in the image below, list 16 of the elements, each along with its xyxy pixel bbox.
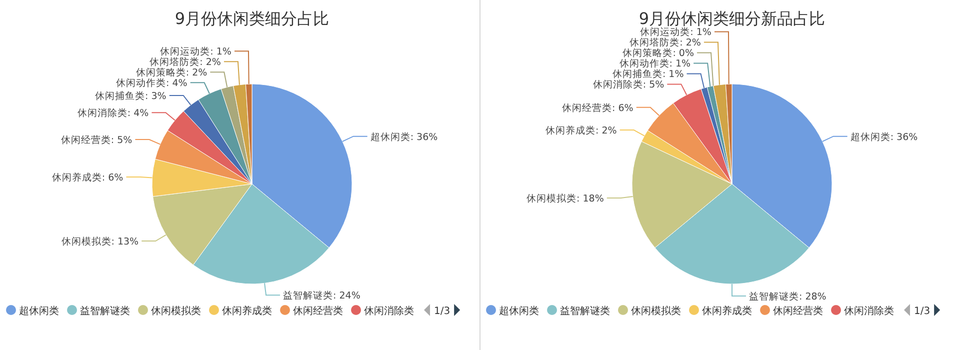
legend-label: 休闲模拟类 — [151, 305, 201, 317]
legend-label: 休闲消除类 — [364, 305, 414, 317]
text: 1/3 — [434, 306, 450, 317]
legend-label: 休闲经营类 — [293, 305, 343, 317]
chart-title: 9月份休闲类细分占比 — [174, 9, 330, 28]
legend-label: 休闲消除类 — [844, 305, 894, 317]
legend-label: 休闲养成类 — [222, 305, 272, 317]
chart-title: 9月份休闲类细分新品占比 — [638, 9, 826, 28]
legend-label: 超休闲类 — [19, 305, 59, 317]
text: 1/3 — [914, 306, 930, 317]
legend-label: 休闲经营类 — [773, 305, 823, 317]
legend-label: 休闲养成类 — [702, 305, 752, 317]
legend-label: 益智解谜类 — [80, 305, 130, 317]
legend-label: 益智解谜类 — [560, 305, 610, 317]
legend-label: 休闲模拟类 — [631, 305, 681, 317]
legend-label: 超休闲类 — [499, 305, 539, 317]
